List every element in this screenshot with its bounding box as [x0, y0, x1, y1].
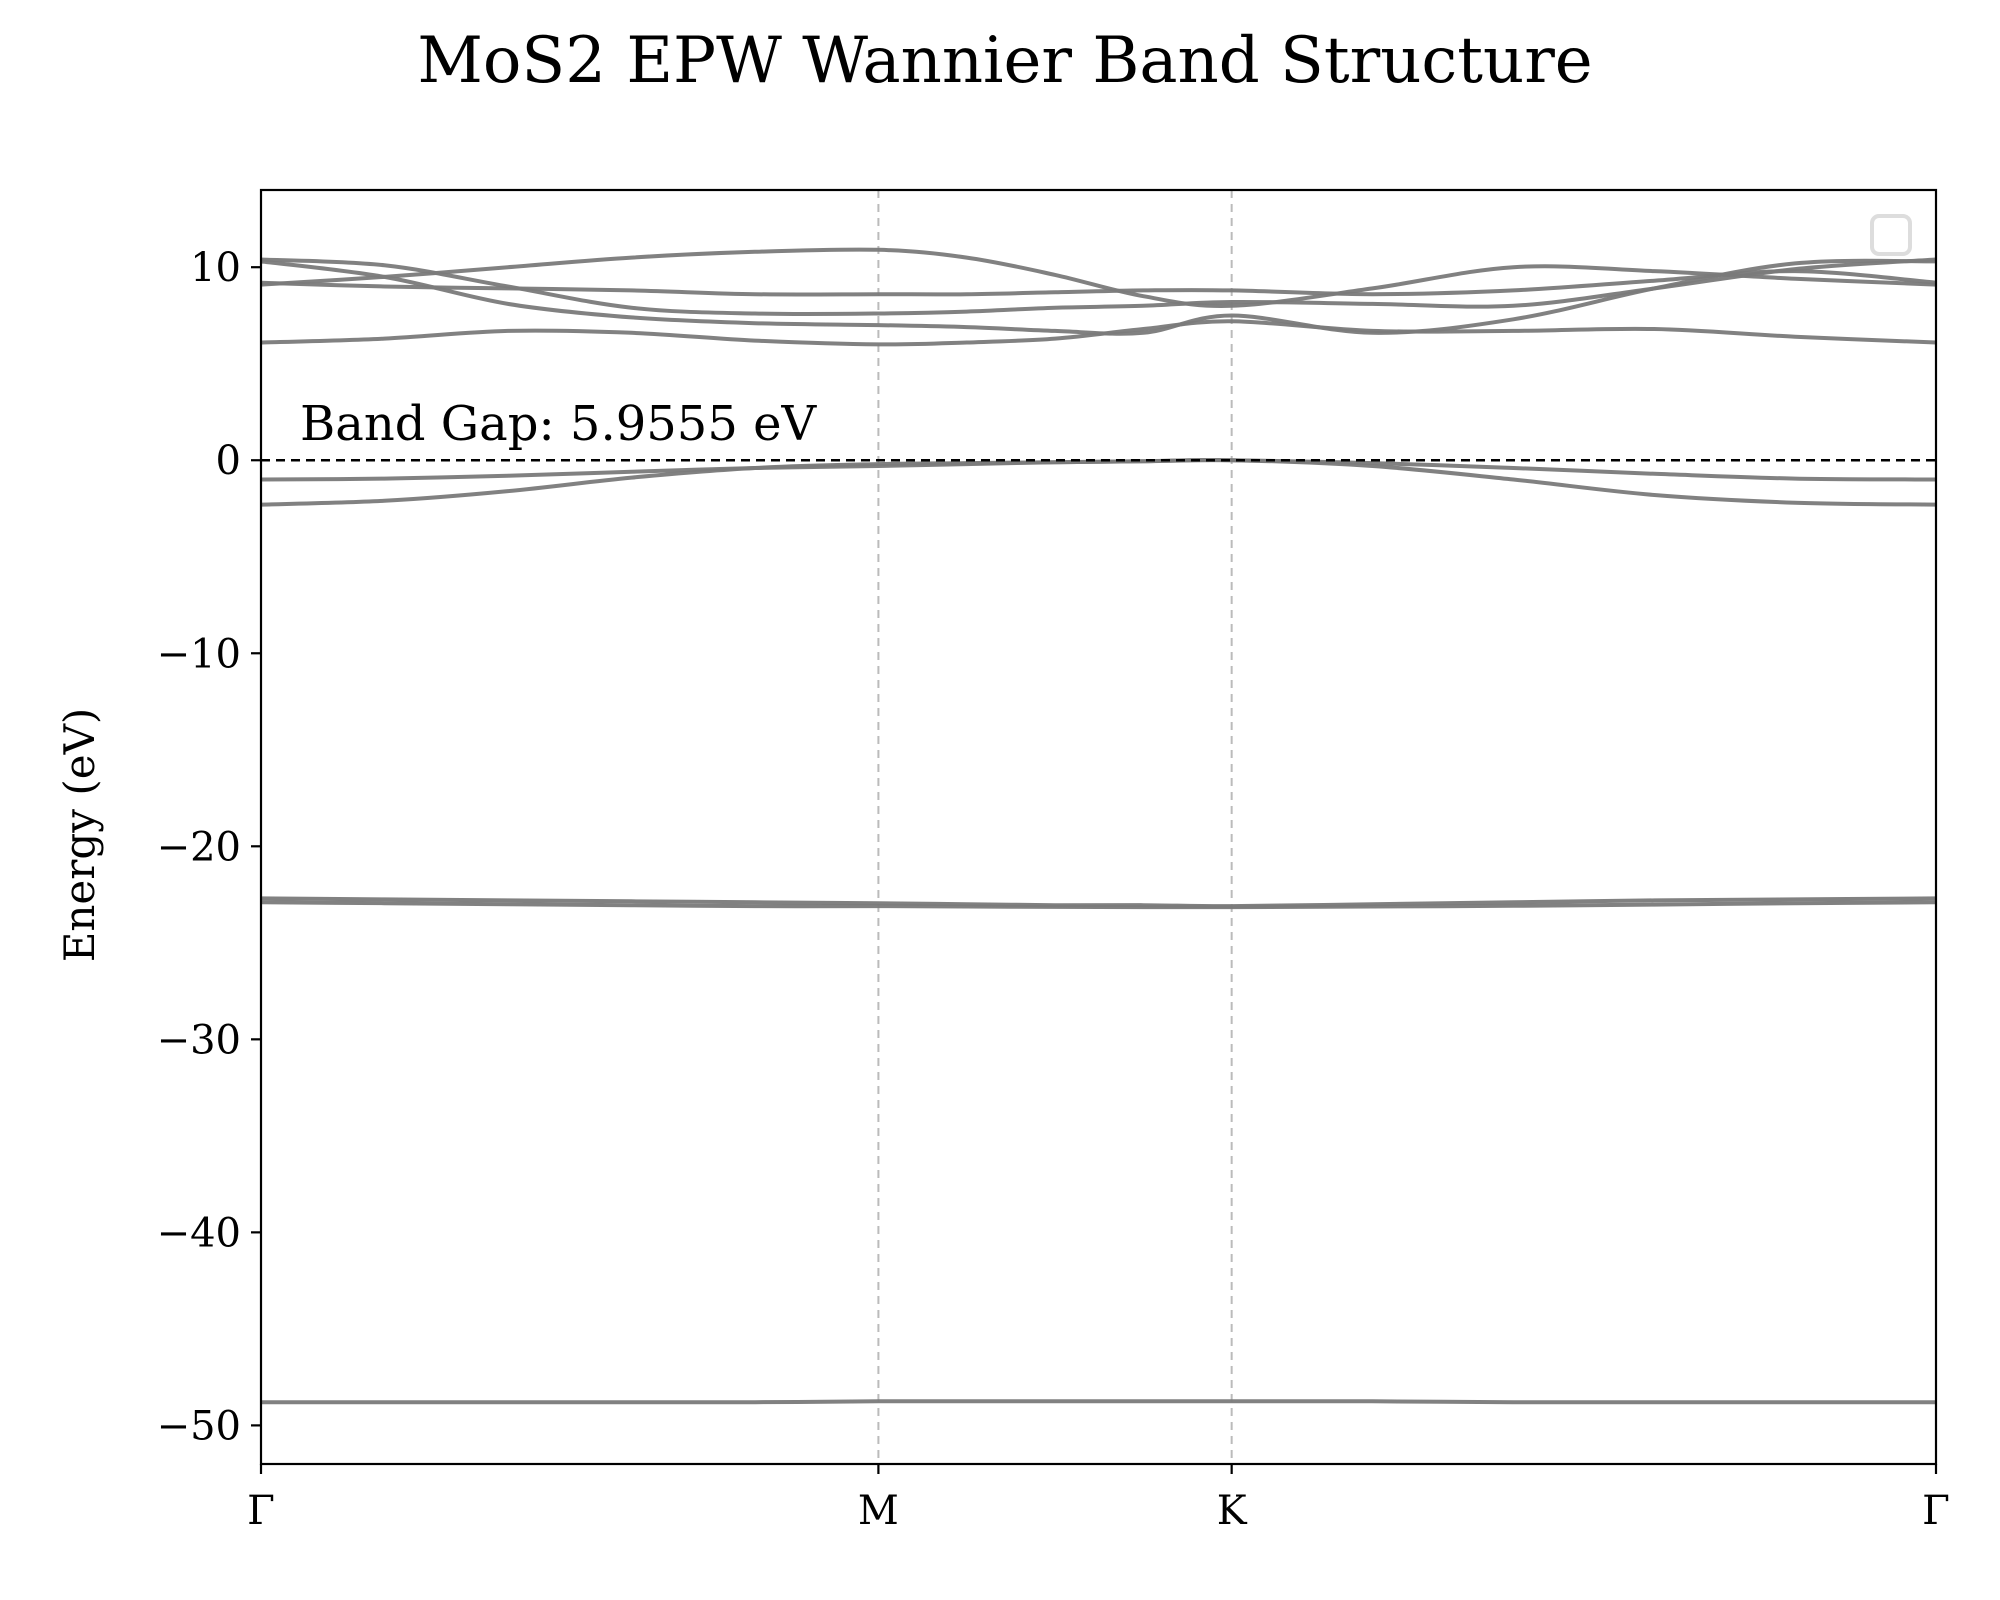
grid-lines	[877, 190, 1233, 1464]
y-tick-label-3: −20	[157, 824, 241, 870]
band-line-1	[261, 1399, 1936, 1405]
band-line-10	[260, 258, 1937, 336]
band-lines	[260, 247, 1937, 1405]
band-gap-annotation: Band Gap: 5.9555 eV	[300, 396, 818, 452]
y-tick-label-6: −50	[157, 1403, 241, 1449]
y-tick-label-4: −30	[157, 1017, 241, 1063]
y-axis-label: Energy (eV)	[55, 708, 104, 963]
band-line-5	[260, 458, 1937, 482]
band-line-8	[260, 269, 1937, 297]
band-line-4	[260, 457, 1937, 507]
band-line-7	[260, 247, 1937, 308]
x-tick-label-0: Γ	[247, 1488, 275, 1534]
x-tick-label-1: M	[858, 1488, 899, 1534]
band-line-9	[260, 257, 1937, 317]
x-tick-label-2: K	[1217, 1488, 1248, 1534]
y-tick-label-2: −10	[157, 631, 241, 677]
band-line-6	[260, 319, 1937, 347]
band-line-3	[260, 896, 1937, 909]
y-tick-label-1: 0	[216, 438, 241, 484]
x-tick-label-3: Γ	[1922, 1488, 1950, 1534]
plot-frame	[259, 188, 1938, 1466]
chart-title: MoS2 EPW Wannier Band Structure	[417, 24, 1592, 98]
y-tick-label-5: −40	[157, 1210, 241, 1256]
legend-box	[1870, 214, 1912, 256]
axis-ticks: 100−10−20−30−40−50Γ M K Γ	[157, 245, 1950, 1534]
y-tick-label-0: 10	[190, 245, 241, 291]
